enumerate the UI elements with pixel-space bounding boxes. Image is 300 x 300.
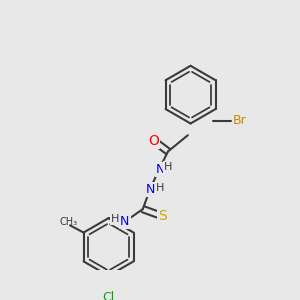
Text: Br: Br xyxy=(233,114,247,127)
Text: N: N xyxy=(120,215,130,228)
Text: Cl: Cl xyxy=(102,291,115,300)
Text: H: H xyxy=(111,214,119,224)
Text: H: H xyxy=(164,162,172,172)
Text: N: N xyxy=(156,163,166,176)
Text: H: H xyxy=(156,183,164,194)
Text: O: O xyxy=(148,134,159,148)
Text: S: S xyxy=(158,209,167,223)
Text: CH₃: CH₃ xyxy=(59,217,77,227)
Text: N: N xyxy=(145,183,155,196)
